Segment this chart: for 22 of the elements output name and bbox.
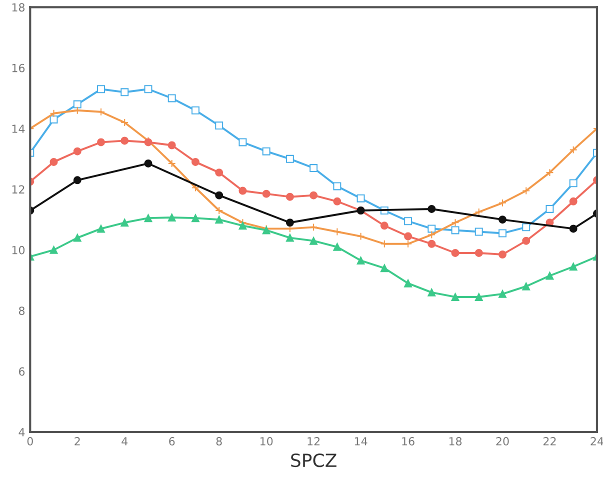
x-tick-label: 20	[496, 437, 509, 446]
x-axis-title: SPCZ	[291, 453, 336, 468]
x-tick-label: 2	[74, 437, 80, 446]
x-tick-label: 4	[122, 437, 128, 446]
x-tick-label: 6	[169, 437, 175, 446]
y-tick-label: 10	[12, 246, 25, 254]
x-tick-label: 10	[260, 437, 273, 446]
y-tick-label: 12	[12, 185, 24, 194]
y-tick-label: 6	[18, 367, 25, 376]
x-tick-label: 22	[543, 437, 556, 446]
y-tick-label: 16	[12, 64, 25, 72]
y-tick-label: 18	[12, 3, 25, 12]
y-tick-label: 4	[18, 428, 25, 436]
y-tick-label: 8	[18, 306, 25, 316]
x-tick-label: 8	[216, 437, 222, 446]
x-tick-label: 14	[354, 437, 368, 446]
x-tick-label: 18	[449, 437, 462, 446]
y-tick-label: 14	[12, 124, 25, 133]
x-tick-label: 24	[590, 437, 603, 446]
x-tick-label: 0	[27, 437, 33, 446]
x-tick-label: 16	[402, 437, 414, 446]
x-tick-label: 12	[308, 437, 320, 446]
